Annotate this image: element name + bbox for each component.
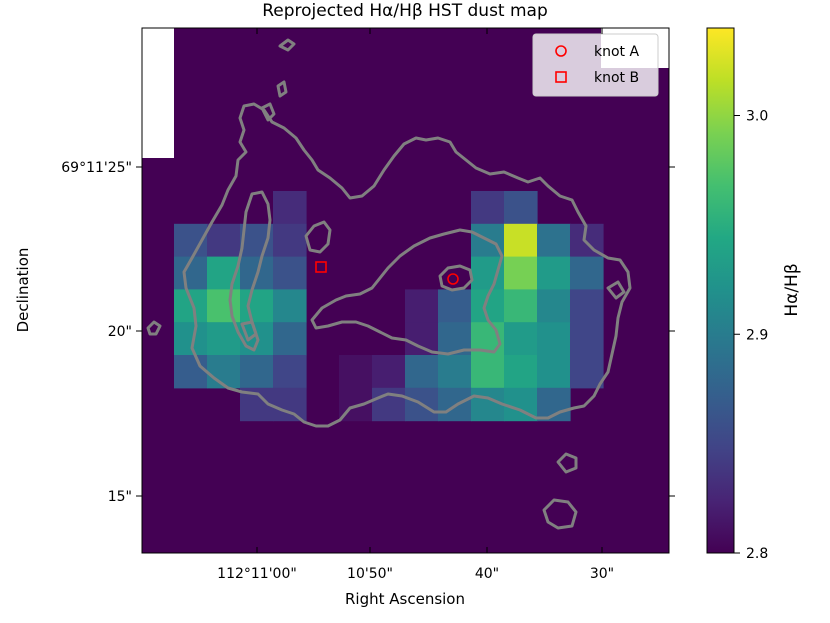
heatmap-cell xyxy=(504,191,538,225)
heatmap-cell xyxy=(570,256,604,290)
heatmap-cell xyxy=(504,289,538,323)
x-tick-label: 10'50" xyxy=(347,566,393,582)
y-axis-label: Declination xyxy=(14,248,32,333)
y-tick-label: 20" xyxy=(108,324,132,340)
knot-markers xyxy=(315,261,459,285)
heatmap-cell xyxy=(537,355,571,389)
heatmap-cell xyxy=(372,355,406,389)
heatmap-cell xyxy=(240,289,274,323)
colorbar: 3.0 2.9 2.8 Hα/Hβ xyxy=(706,27,802,562)
heatmap-cell xyxy=(405,355,439,389)
contour-islet-5 xyxy=(146,320,162,336)
contour-outer-left xyxy=(182,102,632,428)
heatmap-cell xyxy=(273,191,307,225)
contour-inner-right xyxy=(310,228,504,356)
heatmap-cell xyxy=(273,387,307,422)
axis-ticks xyxy=(136,28,675,553)
heatmap-cell xyxy=(273,223,307,258)
heatmap-cell xyxy=(471,387,505,422)
heatmap-cell xyxy=(504,355,538,389)
chart-title: Reprojected Hα/Hβ HST dust map xyxy=(262,1,548,21)
heatmap-cell xyxy=(537,223,571,258)
heatmap-cell xyxy=(273,355,307,389)
x-tick-label: 40" xyxy=(475,566,499,582)
heatmap-cell xyxy=(438,355,472,389)
knot-b-marker[interactable] xyxy=(315,261,327,273)
y-tick-label: 15" xyxy=(108,489,132,505)
contour-knot-a xyxy=(438,264,474,292)
x-tick-labels: 112°11'00" 10'50" 40" 30" xyxy=(217,566,614,582)
x-tick-label: 30" xyxy=(590,566,614,582)
contour-islet-8 xyxy=(240,320,258,342)
contour-islet-7 xyxy=(542,498,578,530)
colorbar-tick-label: 2.8 xyxy=(746,546,768,562)
heatmap-cell xyxy=(471,355,505,389)
heatmap-cell xyxy=(438,289,472,323)
heatmap-cell xyxy=(537,289,571,323)
heatmap-cell xyxy=(174,289,208,323)
legend: knot A knot B xyxy=(532,33,659,97)
heatmap-cell xyxy=(570,355,604,389)
colorbar-gradient xyxy=(706,27,735,554)
y-tick-labels: 69°11'25" 20" 15" xyxy=(61,160,132,505)
heatmap-cell xyxy=(405,289,439,323)
colorbar-tick-label: 2.9 xyxy=(746,327,768,343)
nodata-region-left xyxy=(142,28,174,158)
colorbar-label: Hα/Hβ xyxy=(782,263,802,316)
heatmap-cell xyxy=(207,289,241,323)
colorbar-tick-label: 3.0 xyxy=(746,109,768,125)
heatmap-cell xyxy=(504,256,538,290)
heatmap-cell xyxy=(273,322,307,356)
contours xyxy=(146,38,632,530)
colorbar-ticks: 3.0 2.9 2.8 xyxy=(734,109,768,562)
heatmap-cell xyxy=(174,355,208,389)
contour-islet-2 xyxy=(278,38,296,52)
heatmap-cell xyxy=(207,223,241,258)
heatmap-cell xyxy=(504,322,538,356)
heatmap-cell xyxy=(537,256,571,290)
legend-knot-a-label: knot A xyxy=(594,44,639,60)
contour-islet-1 xyxy=(304,220,332,254)
heatmap-cell xyxy=(207,355,241,389)
x-axis-label: Right Ascension xyxy=(345,590,465,608)
plot-frame xyxy=(141,27,670,554)
heatmap-cell xyxy=(240,355,274,389)
heatmap-cell xyxy=(273,256,307,290)
heatmap-cell xyxy=(570,289,604,323)
contour-inner-left xyxy=(228,190,272,352)
contour-islet-4 xyxy=(260,102,276,122)
heatmap-cell xyxy=(174,322,208,356)
legend-knot-a-marker xyxy=(555,45,567,57)
legend-box xyxy=(532,33,659,97)
y-tick-label: 69°11'25" xyxy=(61,160,132,176)
heatmap-cell xyxy=(504,223,538,258)
legend-knot-b-marker xyxy=(555,71,567,83)
heatmap-cells xyxy=(174,191,604,422)
contour-islet-3 xyxy=(276,80,288,98)
x-tick-label: 112°11'00" xyxy=(217,566,297,582)
contour-islet-9 xyxy=(606,280,626,300)
legend-knot-b-label: knot B xyxy=(594,70,639,86)
plot-area xyxy=(142,28,669,553)
knot-a-marker[interactable] xyxy=(447,273,459,285)
heatmap-cell xyxy=(339,355,373,389)
heatmap-cell xyxy=(405,322,439,356)
heatmap-cell xyxy=(471,191,505,225)
heatmap-cell xyxy=(537,322,571,356)
heatmap-cell xyxy=(273,289,307,323)
heatmap-cell xyxy=(570,322,604,356)
contour-islet-6 xyxy=(556,452,578,474)
